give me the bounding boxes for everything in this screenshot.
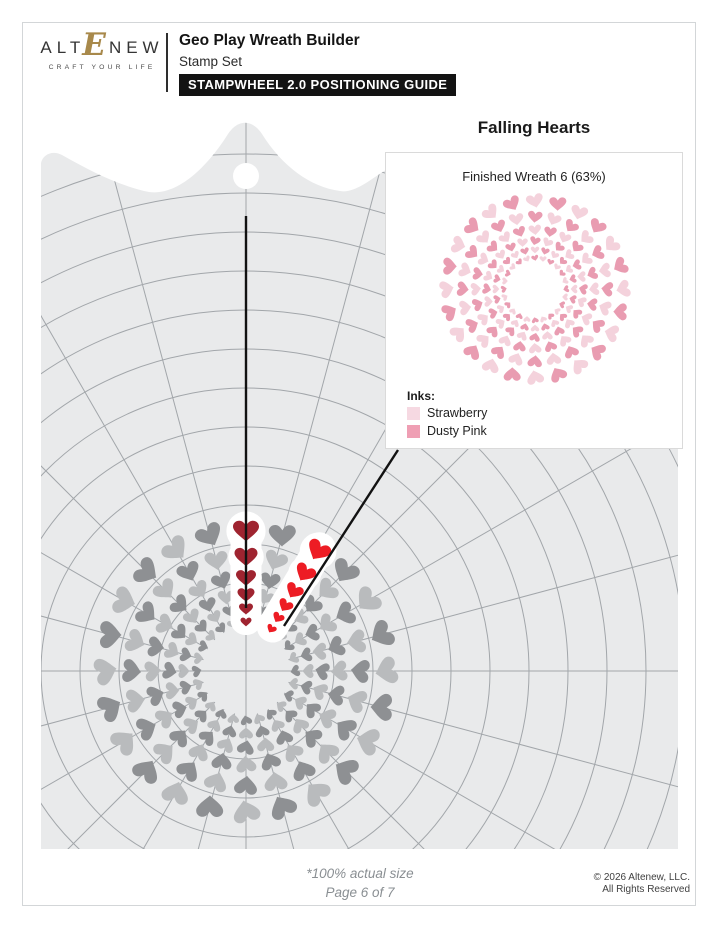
- header-divider: [166, 33, 168, 92]
- doc-title: Geo Play Wreath Builder: [179, 32, 360, 49]
- page-number: Page 6 of 7: [325, 885, 395, 900]
- inks-label: Inks:: [407, 389, 436, 403]
- inks-legend: Inks: Strawberry Dusty Pink: [407, 389, 487, 442]
- altenew-logo: ALT E NEW CRAFT YOUR LIFE: [36, 27, 168, 72]
- actual-size-note: *100% actual size: [306, 866, 414, 881]
- logo-left: ALT: [40, 38, 86, 57]
- finished-wreath-preview: [439, 193, 631, 385]
- design-heading: Falling Hearts: [477, 118, 591, 137]
- strawberry-label: Strawberry: [427, 406, 488, 420]
- alignment-lines: [244, 216, 400, 627]
- copyright: © 2026 Altenew, LLC. All Rights Reserved: [594, 872, 690, 895]
- copyright-line2: All Rights Reserved: [602, 883, 690, 895]
- doc-subtitle: Stamp Set: [179, 54, 243, 69]
- logo-wordmark: ALT E NEW: [40, 27, 164, 63]
- tag-hole: [233, 163, 259, 189]
- finished-wreath-caption: Finished Wreath 6 (63%): [462, 169, 606, 184]
- page-border-frame: [22, 22, 696, 906]
- positioning-guide-badge: STAMPWHEEL 2.0 POSITIONING GUIDE: [179, 74, 457, 96]
- pink-heart-wreath: [439, 193, 631, 385]
- logo-tagline: CRAFT YOUR LIFE: [48, 64, 156, 71]
- strawberry-swatch: [407, 406, 420, 420]
- logo-right: NEW: [108, 38, 164, 57]
- copyright-line1: © 2026 Altenew, LLC.: [593, 872, 690, 883]
- dusty-pink-swatch: [407, 424, 420, 438]
- finished-wreath-panel: Finished Wreath 6 (63%) Inks: Strawberry…: [385, 152, 683, 449]
- legend-item-strawberry: Strawberry: [407, 406, 487, 420]
- legend-item-dusty-pink: Dusty Pink: [407, 424, 487, 438]
- footer-note: *100% actual size Page 6 of 7: [22, 864, 698, 902]
- dusty-pink-label: Dusty Pink: [427, 424, 487, 438]
